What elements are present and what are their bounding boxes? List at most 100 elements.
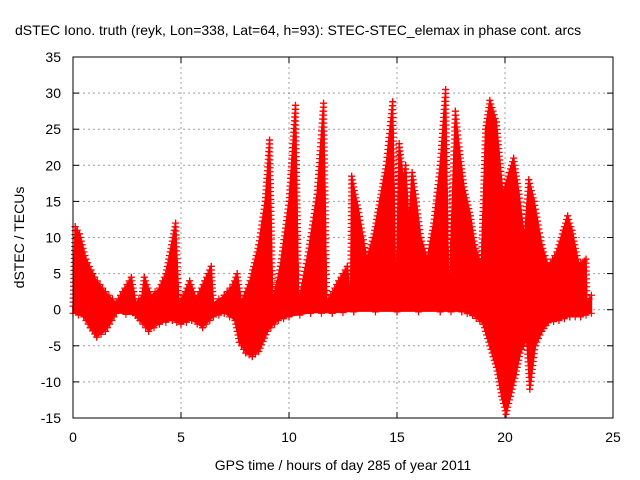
data-point	[350, 308, 358, 316]
y-tick-label: -5	[49, 338, 62, 354]
data-point	[505, 400, 513, 408]
data-point	[357, 224, 365, 232]
data-point	[503, 176, 511, 184]
data-point	[298, 279, 306, 287]
data-point	[201, 277, 209, 285]
data-point	[166, 248, 174, 256]
data-point	[376, 197, 384, 205]
data-point	[209, 313, 217, 321]
data-point	[368, 237, 376, 245]
data-point	[489, 353, 497, 361]
data-point	[350, 183, 358, 191]
data-point	[436, 308, 444, 316]
data-point	[127, 273, 135, 281]
data-point	[121, 284, 129, 292]
data-point	[181, 288, 189, 296]
data-point	[157, 280, 165, 288]
data-point	[276, 266, 284, 274]
data-point	[574, 255, 582, 263]
data-point	[572, 248, 580, 256]
data-point	[273, 277, 281, 285]
data-point	[301, 263, 309, 271]
data-point	[447, 308, 455, 316]
data-point	[249, 266, 257, 274]
data-point	[112, 309, 120, 317]
grid	[73, 57, 613, 418]
data-point	[571, 241, 579, 249]
data-point	[232, 324, 240, 332]
data-point	[355, 209, 363, 217]
data-point	[533, 338, 541, 346]
data-point	[240, 345, 248, 353]
data-point	[175, 298, 183, 306]
data-point	[93, 333, 101, 341]
data-point	[542, 255, 550, 263]
data-point	[142, 324, 150, 332]
data-point	[164, 259, 172, 267]
data-point	[206, 317, 214, 325]
data-point	[128, 277, 136, 285]
data-point	[74, 311, 82, 319]
data-point	[162, 318, 170, 326]
data-point	[194, 291, 202, 299]
data-point	[374, 205, 382, 213]
data-point	[253, 248, 261, 256]
data-point	[333, 280, 341, 288]
data-point	[378, 183, 386, 191]
data-point	[209, 298, 217, 306]
data-point	[488, 349, 496, 357]
data-point	[357, 220, 365, 228]
data-point	[129, 280, 137, 288]
axis-ticks: 0 5 10 15 20 25 -15 -10 -5 0 5 10 15 20 25 30 35	[41, 49, 621, 445]
data-point	[274, 273, 282, 281]
data-point	[328, 309, 336, 317]
data-point	[297, 287, 305, 295]
data-point	[354, 205, 362, 213]
data-point	[274, 317, 282, 325]
data-point	[530, 197, 538, 205]
data-point	[89, 270, 97, 278]
data-point	[232, 320, 240, 328]
data-point	[502, 410, 510, 418]
data-point	[234, 331, 242, 339]
data-point	[256, 344, 264, 352]
data-point	[254, 244, 262, 252]
data-point	[393, 308, 401, 316]
data-point	[323, 298, 331, 306]
data-point	[556, 237, 564, 245]
data-point	[494, 374, 502, 382]
y-tick-label: -10	[41, 374, 61, 390]
data-point	[273, 280, 281, 288]
data-point	[155, 320, 163, 328]
data-point	[240, 291, 248, 299]
data-point	[537, 237, 545, 245]
data-point	[136, 317, 144, 325]
data-point	[193, 320, 201, 328]
data-point	[73, 226, 81, 234]
data-point	[168, 317, 176, 325]
data-point	[108, 317, 116, 325]
data-point	[262, 331, 270, 339]
data-point	[220, 309, 228, 317]
data-point	[378, 187, 386, 195]
data-point	[139, 320, 147, 328]
data-point	[196, 288, 204, 296]
data-point	[558, 230, 566, 238]
data-point	[379, 179, 387, 187]
data-point	[177, 295, 185, 303]
data-point	[418, 237, 426, 245]
data-point	[587, 291, 595, 299]
data-point	[506, 396, 514, 404]
data-point	[527, 187, 535, 195]
data-point	[143, 280, 151, 288]
data-point	[486, 342, 494, 350]
y-tick-label: 0	[53, 302, 61, 318]
data-point	[300, 271, 308, 279]
data-point	[377, 190, 385, 198]
data-point	[529, 194, 537, 202]
data-point	[303, 256, 311, 264]
data-point	[168, 237, 176, 245]
data-point	[549, 255, 557, 263]
y-tick-label: 25	[45, 121, 61, 137]
